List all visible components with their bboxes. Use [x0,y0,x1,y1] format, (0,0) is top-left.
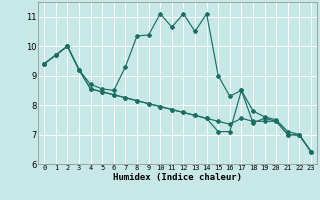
X-axis label: Humidex (Indice chaleur): Humidex (Indice chaleur) [113,173,242,182]
